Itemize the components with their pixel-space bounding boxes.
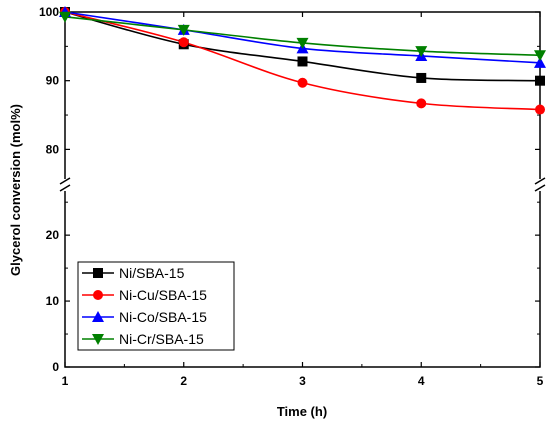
y-tick-label: 0 [52,360,59,374]
data-point [297,56,308,67]
x-tick-label: 1 [62,374,69,388]
axis-break-gap [61,179,69,191]
y-tick-label: 90 [46,74,60,88]
legend-label: Ni-Cr/SBA-15 [119,331,204,347]
data-point [177,24,190,36]
data-point [534,56,546,68]
legend-label: Ni/SBA-15 [119,265,185,281]
x-ticks: 1 2 3 4 5 [62,12,544,388]
legend-box [77,261,235,351]
x-axis-title: Time (h) [277,404,327,419]
x-tick-label: 3 [299,374,306,388]
x-tick-label: 2 [180,374,187,388]
legend-label: Ni-Co/SBA-15 [119,309,207,325]
data-point [534,50,546,62]
y-tick-label: 100 [39,5,59,19]
data-point [535,104,545,115]
legend-label: Ni-Cu/SBA-15 [119,287,207,303]
series-markers [59,6,546,115]
legend: Ni/SBA-15 Ni-Cu/SBA-15 Ni-Co/SBA-15 Ni-Cr/S… [77,261,235,351]
y-tick-label: 80 [46,142,60,156]
legend-marker [92,334,104,345]
y-axis-title: Glycerol conversion (mol%) [8,104,23,276]
y-tick-label: 10 [46,294,60,308]
data-point [178,37,189,48]
data-point [416,98,427,109]
data-point [59,11,71,23]
x-tick-label: 5 [537,374,544,388]
series-line [64,11,541,64]
axis-break-mark [59,184,71,192]
x-tick-label: 4 [418,374,425,388]
legend-marker [92,311,104,322]
axis-break-mark [59,177,71,185]
axis-break-mark [534,177,546,185]
data-point [415,46,428,58]
axis-break-gap [536,179,544,191]
data-point [296,37,309,49]
legend-marker [93,290,103,300]
axis-break-mark [534,184,546,192]
axis-break [59,177,546,192]
data-point [416,72,427,83]
legend-marker [93,268,103,278]
data-point [297,77,308,88]
y-tick-label: 20 [46,228,60,242]
data-point [535,75,545,86]
